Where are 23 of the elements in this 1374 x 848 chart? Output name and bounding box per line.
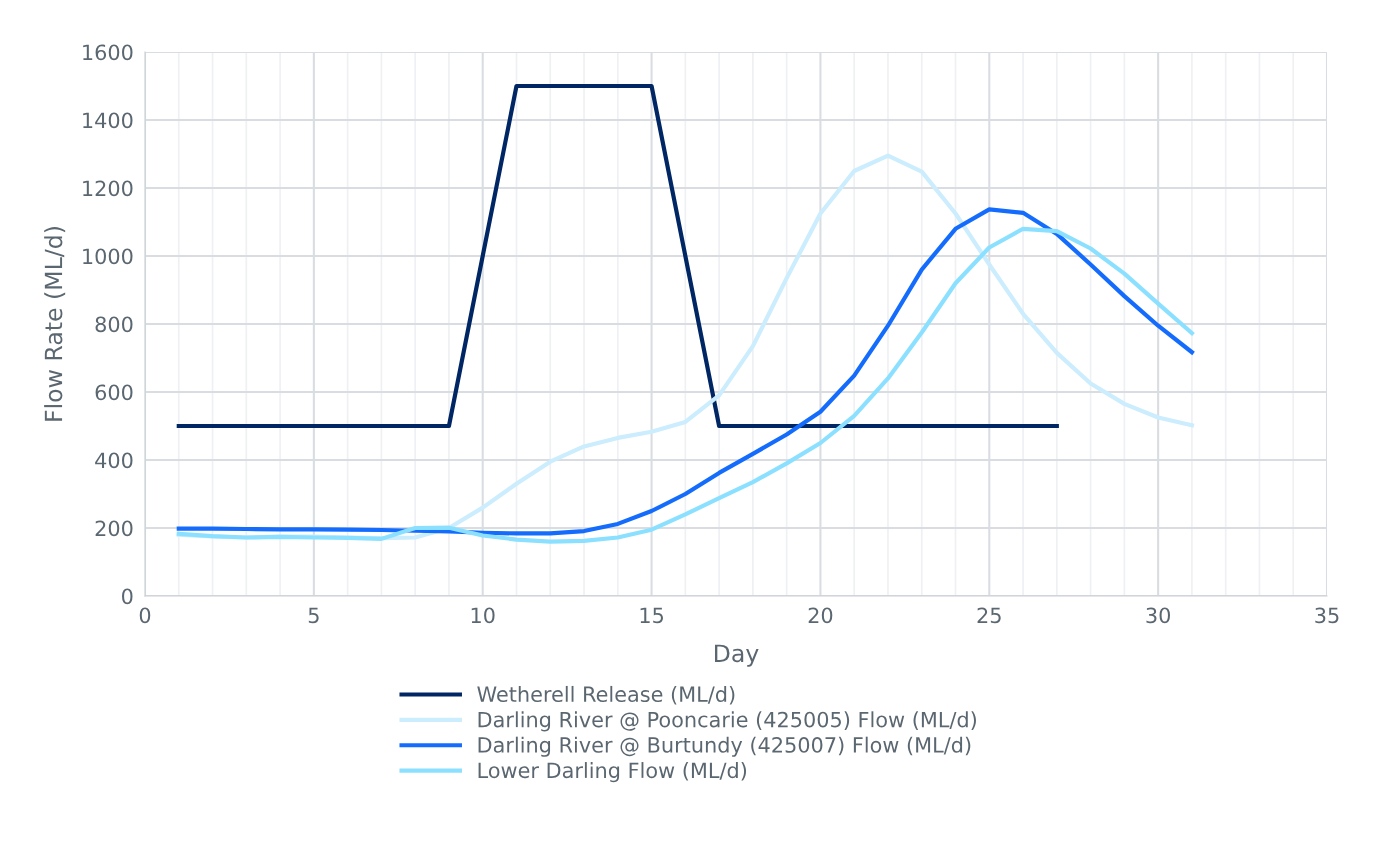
y-tick-label: 1000	[83, 248, 133, 265]
y-tick-label: 1200	[83, 180, 133, 197]
x-tick-label: 10	[471, 607, 495, 624]
x-tick-label: 5	[308, 607, 319, 624]
x-tick-label: 20	[808, 607, 833, 624]
y-axis-title: Flow Rate (ML/d)	[44, 227, 66, 421]
x-axis-title: Day	[715, 644, 759, 667]
y-tick-label: 1400	[83, 112, 133, 129]
x-tick-label: 25	[977, 607, 1001, 624]
legend-label: Lower Darling Flow (ML/d)	[478, 762, 747, 783]
y-tick-label: 600	[95, 384, 133, 401]
legend-label: Darling River @ Pooncarie (425005) Flow (ML/d)	[478, 711, 976, 732]
y-tick-label: 0	[122, 588, 133, 605]
y-tick-label: 400	[95, 452, 133, 469]
x-tick-label: 0	[139, 607, 151, 624]
y-tick-label: 200	[95, 520, 133, 537]
legend-label: Darling River @ Burtundy (425007) Flow (ML/d)	[478, 736, 971, 757]
x-tick-label: 35	[1315, 607, 1339, 624]
legend-label: Wetherell Release (ML/d)	[477, 685, 735, 705]
x-tick-label: 30	[1146, 607, 1171, 624]
y-tick-label: 800	[95, 316, 133, 333]
y-tick-label: 1600	[83, 44, 133, 61]
x-tick-label: 15	[640, 607, 664, 624]
